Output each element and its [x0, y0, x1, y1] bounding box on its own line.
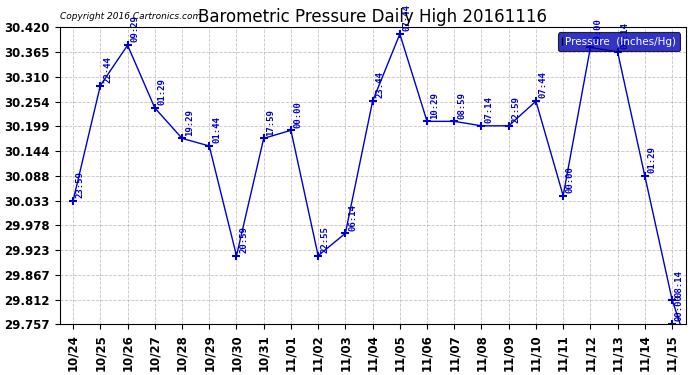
Legend: Pressure  (Inches/Hg): Pressure (Inches/Hg): [558, 33, 680, 51]
Text: 07:44: 07:44: [402, 4, 412, 31]
Text: 23:59: 23:59: [76, 171, 85, 198]
Text: 00:00: 00:00: [294, 100, 303, 128]
Title: Barometric Pressure Daily High 20161116: Barometric Pressure Daily High 20161116: [198, 8, 547, 26]
Text: 07:14: 07:14: [484, 96, 493, 123]
Text: 23:44: 23:44: [375, 72, 384, 98]
Text: 08:14: 08:14: [675, 270, 684, 297]
Text: 06:14: 06:14: [348, 204, 357, 231]
Text: 19:29: 19:29: [185, 109, 194, 136]
Text: 22:44: 22:44: [103, 56, 112, 83]
Text: 22:55: 22:55: [321, 226, 330, 253]
Text: 00:00: 00:00: [675, 295, 684, 321]
Text: 01:29: 01:29: [648, 146, 657, 173]
Text: 00:14: 00:14: [620, 22, 629, 49]
Text: 01:29: 01:29: [157, 78, 166, 105]
Text: 07:44: 07:44: [539, 72, 548, 98]
Text: 19:00: 19:00: [593, 18, 602, 45]
Text: 01:44: 01:44: [212, 116, 221, 143]
Text: 00:00: 00:00: [566, 166, 575, 193]
Text: 10:29: 10:29: [430, 92, 439, 118]
Text: 20:59: 20:59: [239, 226, 248, 253]
Text: 09:29: 09:29: [130, 15, 139, 42]
Text: 08:59: 08:59: [457, 92, 466, 118]
Text: Copyright 2016 Cartronics.com: Copyright 2016 Cartronics.com: [59, 12, 201, 21]
Text: 17:59: 17:59: [266, 109, 275, 136]
Text: 22:59: 22:59: [511, 96, 520, 123]
